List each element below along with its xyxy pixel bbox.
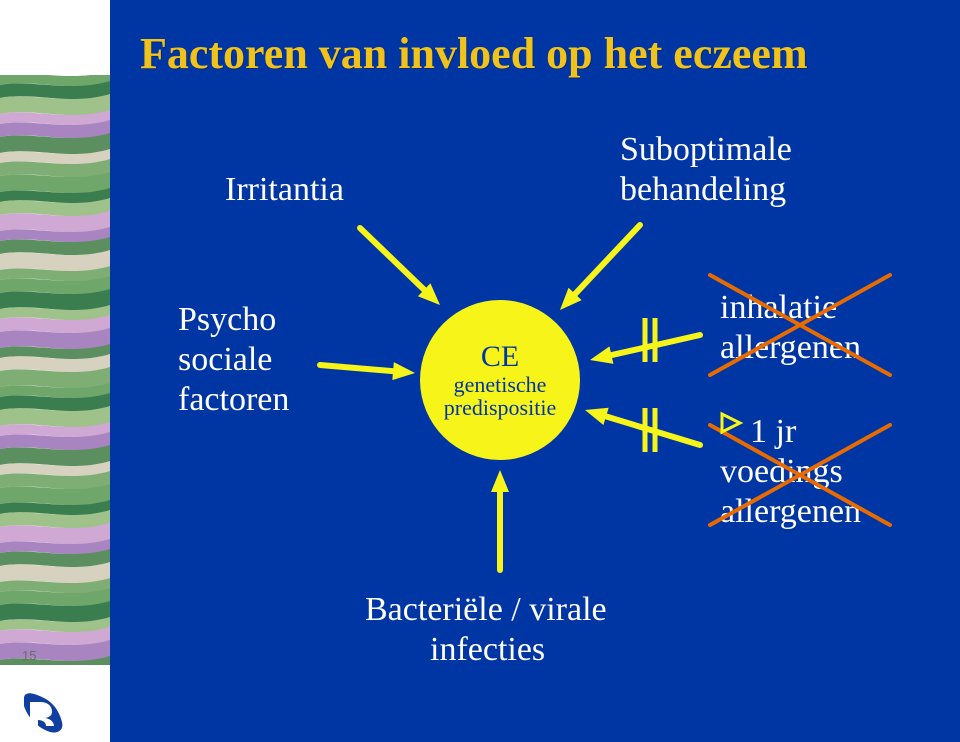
label-psycho-1: Psycho bbox=[178, 300, 276, 339]
slide-number: 15 bbox=[22, 648, 36, 663]
brand-logo bbox=[18, 692, 72, 734]
slide-title: Factoren van invloed op het eczeem bbox=[140, 28, 808, 79]
label-irritantia: Irritantia bbox=[225, 170, 344, 209]
center-node-title: CE bbox=[481, 341, 519, 373]
label-voedings-1: voedings bbox=[720, 452, 843, 491]
slide-stage: Factoren van invloed op het eczeem 15 CE… bbox=[0, 0, 960, 742]
sidebar-pattern-svg bbox=[0, 75, 110, 665]
center-node: CE genetische predispositie bbox=[420, 300, 580, 460]
label-inhalatie-2: allergenen bbox=[720, 328, 861, 367]
label-psycho-2: sociale bbox=[178, 340, 272, 379]
label-bacteriele-2: infecties bbox=[430, 630, 545, 669]
label-psycho-3: factoren bbox=[178, 380, 289, 419]
label-bacteriele-1: Bacteriële / virale bbox=[365, 590, 607, 629]
label-inhalatie-1: inhalatie bbox=[720, 288, 837, 327]
sidebar-decoration bbox=[0, 75, 110, 665]
center-node-sub1: genetische bbox=[454, 373, 547, 396]
label-suboptimale-2: behandeling bbox=[620, 170, 786, 209]
label-voedings-0: 1 jr bbox=[750, 412, 796, 451]
label-voedings-2: allergenen bbox=[720, 492, 861, 531]
center-node-sub2: predispositie bbox=[444, 396, 556, 419]
label-suboptimale-1: Suboptimale bbox=[620, 130, 792, 169]
